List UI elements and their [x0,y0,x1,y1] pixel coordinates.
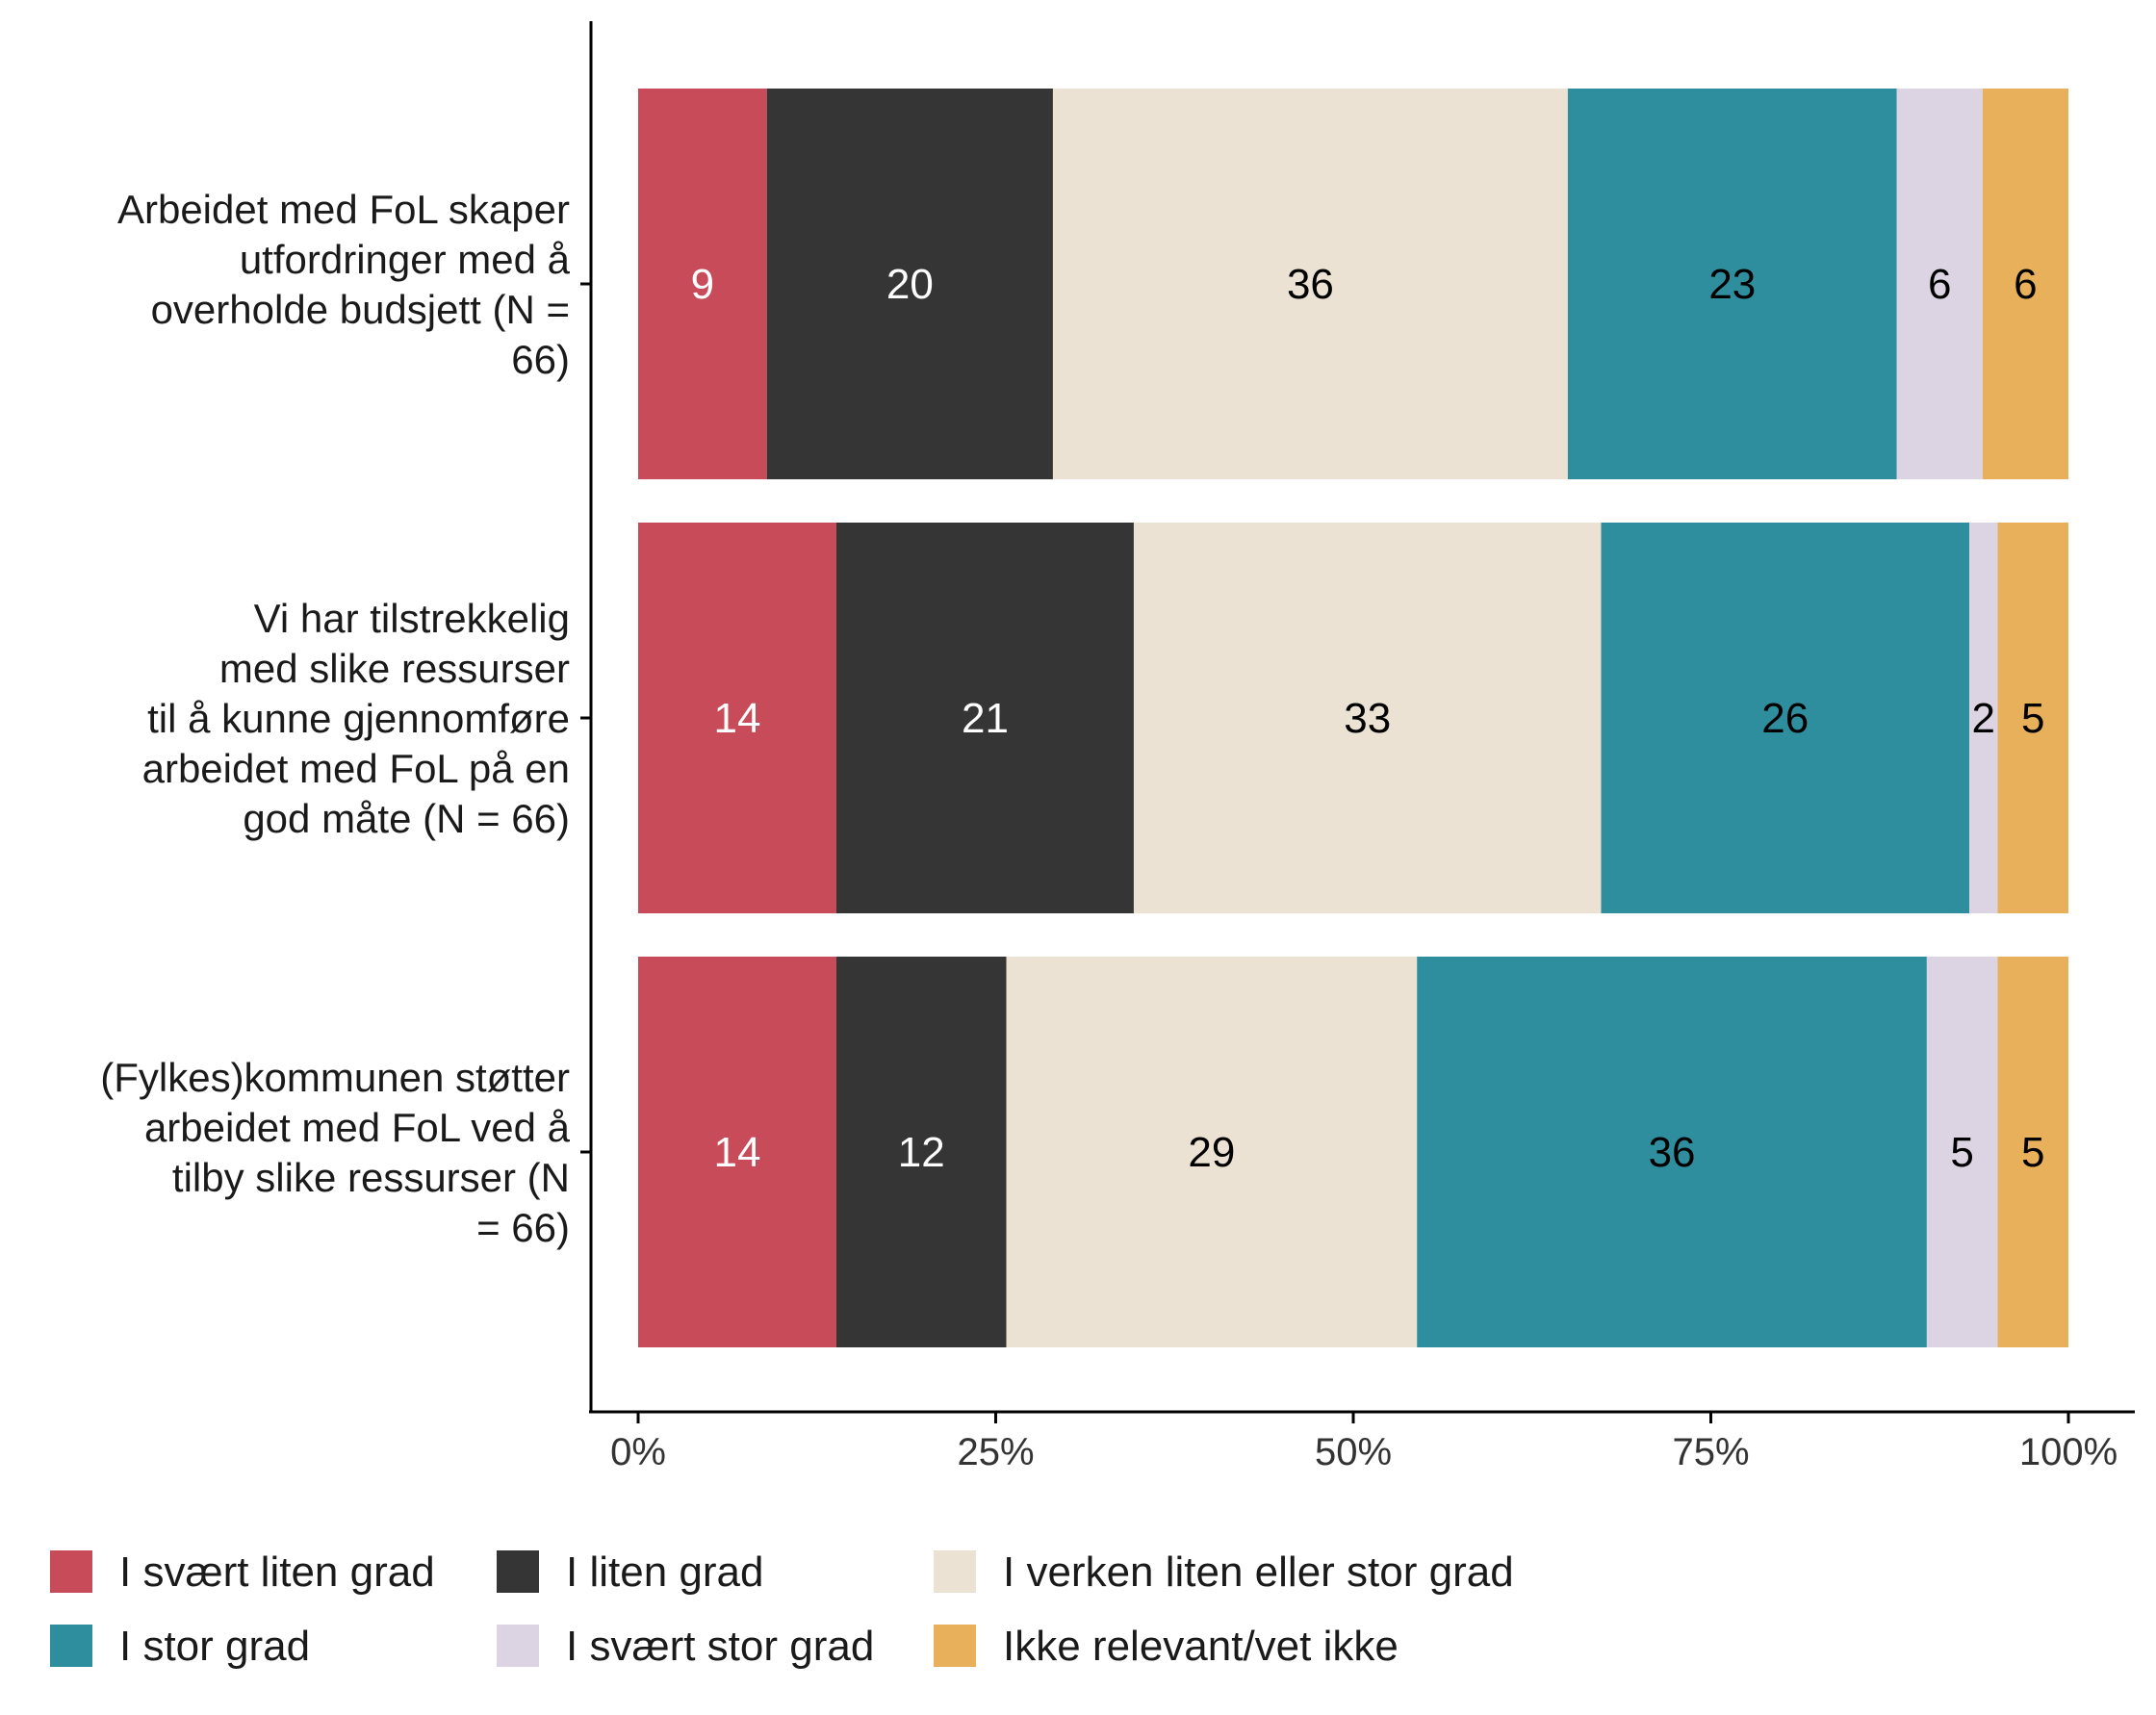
legend-swatch [934,1550,976,1593]
legend-label: I svært liten grad [119,1549,435,1596]
legend: I svært liten grad I liten grad I verken l… [50,1549,1514,1670]
bar-segment [1896,89,1983,479]
data-label: 12 [898,1129,945,1176]
category-label-line: = 66) [476,1205,570,1250]
data-label: 5 [2021,695,2044,742]
legend-label: I verken liten eller stor grad [1003,1549,1514,1596]
data-label: 5 [1950,1129,1973,1176]
bar-segment [1601,523,1970,913]
category-label-line: arbeidet med FoL ved å [144,1105,571,1150]
legend-label: I liten grad [566,1549,763,1596]
x-tick-label: 75% [1672,1431,1749,1473]
bar-segment [1969,523,1998,913]
legend-swatch [497,1625,539,1667]
data-label: 6 [1928,261,1951,308]
category-label-line: tilby slike ressurser (N [172,1155,570,1200]
category-label-line: til å kunne gjennomføre [147,696,570,741]
bar-segment [1997,523,2068,913]
category-label-line: god måte (N = 66) [243,796,570,841]
data-label: 2 [1971,695,1994,742]
category-label-line: 66) [511,337,570,382]
category-label-line: arbeidet med FoL på en [142,746,570,791]
data-label: 26 [1761,695,1809,742]
data-label: 36 [1649,1129,1696,1176]
bar-segment [1997,957,2068,1347]
bar-segment [766,89,1053,479]
category-label-line: Arbeidet med FoL skaper [117,187,570,232]
x-tick-label: 0% [610,1431,666,1473]
category-label-line: Vi har tilstrekkelig [254,596,570,641]
data-label: 6 [2014,261,2037,308]
data-label: 5 [2021,1129,2044,1176]
bar-segment [1006,957,1418,1347]
x-tick-label: 100% [2019,1431,2118,1473]
bar-segment [1133,523,1602,913]
bar-segment [1982,89,2068,479]
bar-segment [638,957,836,1347]
data-label: 14 [714,1129,761,1176]
legend-swatch [934,1625,976,1667]
category-label-line: med slike ressurser [219,646,570,691]
bar-segment [835,957,1007,1347]
category-label-line: utfordringer med å [240,237,571,282]
legend-swatch [50,1625,92,1667]
category-labels: Arbeidet med FoL skaper utfordringer med … [100,187,591,1250]
data-label: 20 [886,261,934,308]
bar-segment [638,523,836,913]
data-label: 23 [1708,261,1756,308]
legend-label: I svært stor grad [566,1623,874,1670]
data-label: 9 [691,261,714,308]
bar-segment [638,89,767,479]
data-label: 14 [714,695,761,742]
bar-segment [835,523,1134,913]
legend-swatch [497,1550,539,1593]
data-label: 36 [1287,261,1334,308]
x-tick-label: 25% [957,1431,1034,1473]
category-label-line: (Fylkes)kommunen støtter [100,1055,570,1100]
category-label-line: overholde budsjett (N = [151,287,570,332]
bar-segment [1417,957,1927,1347]
bars-layer: 9 20 36 23 6 614 21 33 26 2 514 12 29 36 5 5 [638,89,2068,1347]
data-label: 29 [1188,1129,1235,1176]
legend-label: Ikke relevant/vet ikke [1003,1623,1399,1670]
bar-segment [1052,89,1568,479]
data-label: 21 [962,695,1009,742]
legend-label: I stor grad [119,1623,310,1670]
x-tick-label: 50% [1315,1431,1392,1473]
legend-swatch [50,1550,92,1593]
data-label: 33 [1344,695,1391,742]
x-axis-ticks: 0% 25% 50% 75% 100% [610,1412,2118,1473]
bar-segment [1926,957,1998,1347]
bar-segment [1567,89,1897,479]
